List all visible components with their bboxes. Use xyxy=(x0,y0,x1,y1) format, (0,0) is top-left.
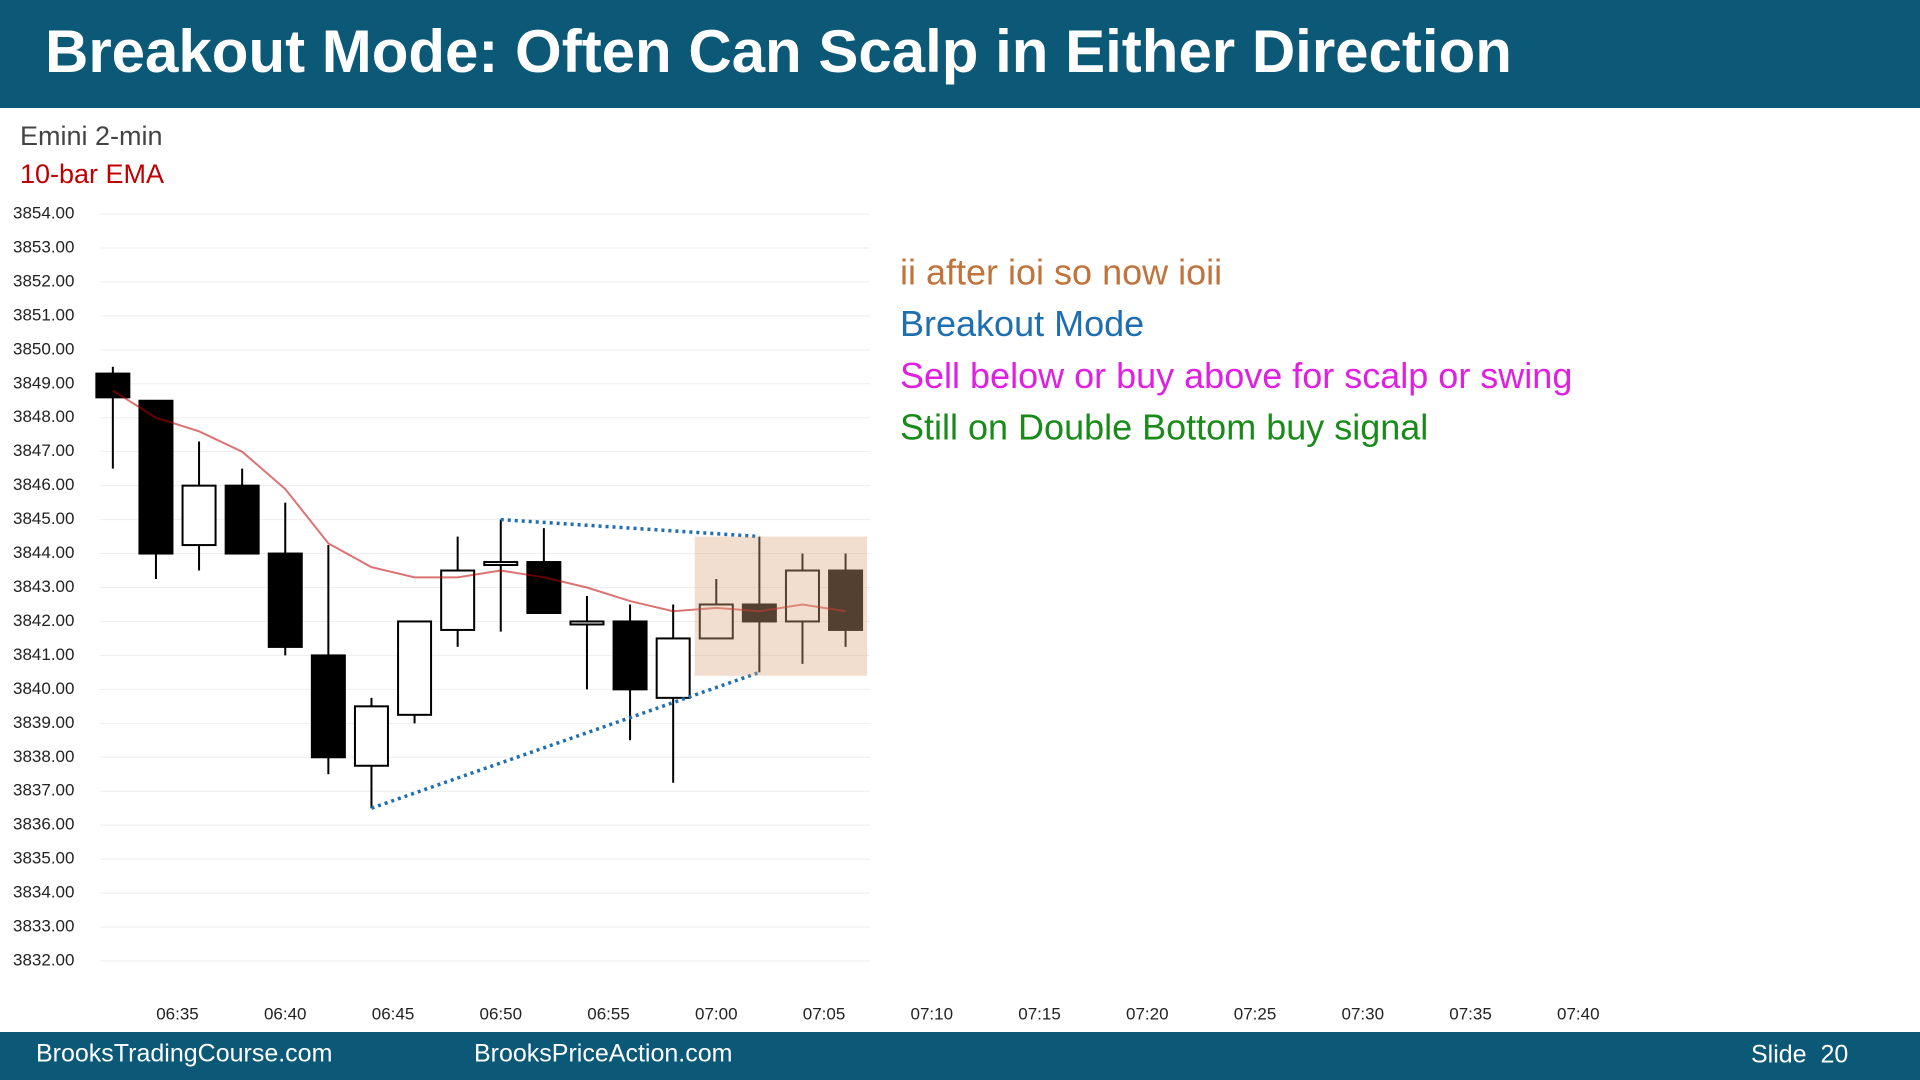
y-tick-label: 3852.00 xyxy=(13,271,74,290)
x-tick-label: 06:55 xyxy=(587,1004,630,1023)
trendline xyxy=(370,670,760,810)
y-tick-label: 3841.00 xyxy=(13,645,74,664)
candle-body xyxy=(95,372,131,399)
y-tick-label: 3833.00 xyxy=(13,917,74,936)
y-tick-label: 3853.00 xyxy=(13,237,74,256)
annotation: Breakout Mode xyxy=(900,303,1144,344)
candle-body xyxy=(569,620,605,626)
x-tick-label: 06:45 xyxy=(372,1004,415,1023)
y-tick-label: 3843.00 xyxy=(13,577,74,596)
footer-bar xyxy=(0,1032,1920,1080)
legend-entry: 10-bar EMA xyxy=(20,159,164,189)
candle-body xyxy=(828,569,864,631)
trendline xyxy=(500,517,760,539)
slide-title: Breakout Mode: Often Can Scalp in Either… xyxy=(45,18,1512,85)
candle-body xyxy=(440,569,476,631)
x-tick-label: 06:50 xyxy=(479,1004,522,1023)
x-tick-label: 07:00 xyxy=(695,1004,738,1023)
x-tick-label: 07:25 xyxy=(1234,1004,1277,1023)
highlight-box xyxy=(694,536,868,676)
x-tick-label: 07:40 xyxy=(1557,1004,1600,1023)
y-tick-label: 3845.00 xyxy=(13,509,74,528)
annotation: ii after ioi so now ioii xyxy=(900,252,1222,293)
y-tick-label: 3835.00 xyxy=(13,849,74,868)
candle-body xyxy=(612,620,648,691)
candle-body xyxy=(698,603,734,640)
candle-body xyxy=(397,620,433,716)
y-tick-label: 3854.00 xyxy=(13,203,74,222)
slide-number: Slide 20 xyxy=(1751,1041,1848,1069)
y-tick-label: 3847.00 xyxy=(13,441,74,460)
footer-text: BrooksTradingCourse.com xyxy=(36,1040,332,1068)
candle-body xyxy=(483,561,519,567)
x-tick-label: 07:15 xyxy=(1018,1004,1061,1023)
candle-body xyxy=(655,637,691,699)
chart-label: Emini 2-min xyxy=(20,121,163,151)
y-tick-label: 3836.00 xyxy=(13,815,74,834)
candle-body xyxy=(181,484,217,547)
x-tick-label: 07:05 xyxy=(803,1004,846,1023)
x-tick-label: 07:10 xyxy=(911,1004,954,1023)
candle-body xyxy=(526,561,562,614)
y-tick-label: 3850.00 xyxy=(13,339,74,358)
x-tick-label: 07:35 xyxy=(1449,1004,1492,1023)
y-tick-label: 3851.00 xyxy=(13,305,74,324)
x-tick-label: 07:30 xyxy=(1342,1004,1385,1023)
candle-body xyxy=(138,399,174,555)
y-tick-label: 3844.00 xyxy=(13,543,74,562)
candle-body xyxy=(741,603,777,623)
y-tick-label: 3834.00 xyxy=(13,883,74,902)
x-tick-label: 07:20 xyxy=(1126,1004,1169,1023)
y-tick-label: 3839.00 xyxy=(13,713,74,732)
annotation: Still on Double Bottom buy signal xyxy=(900,407,1428,448)
candle-body xyxy=(224,484,260,555)
candle-body xyxy=(784,569,820,623)
y-tick-label: 3846.00 xyxy=(13,475,74,494)
y-tick-label: 3842.00 xyxy=(13,611,74,630)
x-tick-label: 06:40 xyxy=(264,1004,307,1023)
annotation: Sell below or buy above for scalp or swi… xyxy=(900,355,1572,396)
title-bar xyxy=(0,0,1920,108)
y-tick-label: 3837.00 xyxy=(13,781,74,800)
candle-body xyxy=(310,654,346,759)
y-tick-label: 3849.00 xyxy=(13,373,74,392)
y-tick-label: 3838.00 xyxy=(13,747,74,766)
footer-text: BrooksPriceAction.com xyxy=(474,1040,732,1068)
y-tick-label: 3840.00 xyxy=(13,679,74,698)
x-tick-label: 06:35 xyxy=(156,1004,199,1023)
candle-body xyxy=(267,552,303,648)
ema-line xyxy=(112,389,846,613)
y-tick-label: 3832.00 xyxy=(13,950,74,969)
y-tick-label: 3848.00 xyxy=(13,407,74,426)
candle-body xyxy=(353,705,389,767)
